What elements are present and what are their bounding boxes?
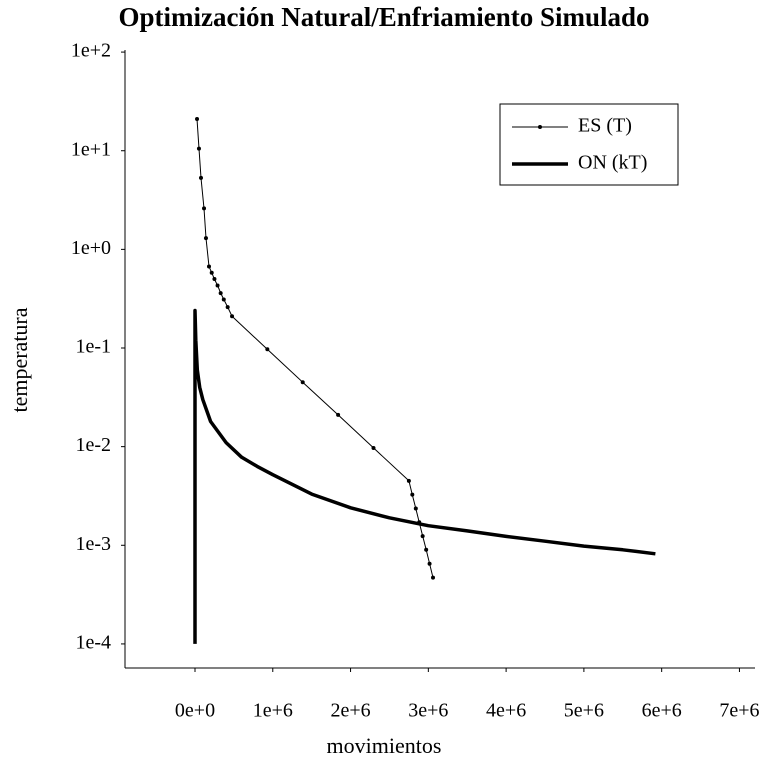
y-tick-label: 1e-4 [75,632,111,654]
point [218,291,223,296]
y-tick-label: 1e-2 [75,434,111,456]
point [410,492,415,497]
series-line [193,308,656,644]
point [195,116,200,121]
point [225,305,230,310]
point [427,561,432,566]
x-tick-label: 7e+6 [719,700,759,722]
point [202,206,207,211]
legend-label: ES (T) [578,115,632,137]
point [198,175,203,180]
y-tick-label: 1e-1 [75,336,111,358]
point [431,575,435,580]
point [215,283,220,288]
y-tick-label: 1e-3 [75,533,111,555]
point [413,506,418,511]
point [336,412,341,417]
x-axis-label: movimientos [327,733,442,758]
point [300,380,305,385]
point [196,146,201,151]
y-tick-label: 1e+2 [71,40,111,62]
x-tick-label: 0e+0 [175,700,215,722]
y-tick-label: 1e+0 [71,237,111,259]
x-tick-label: 2e+6 [330,700,370,722]
chart-title: Optimización Natural/Enfriamiento Simula… [118,2,649,32]
y-axis-label: temperatura [7,307,32,412]
legend-box [499,103,679,186]
x-tick-label: 1e+6 [253,700,293,722]
y-tick-label: 1e+1 [71,138,111,160]
series-line [196,118,434,578]
point [212,277,217,282]
point [221,297,226,302]
x-tick-label: 6e+6 [642,700,682,722]
x-tick-label: 3e+6 [408,700,448,722]
point [207,264,211,269]
x-tick-label: 4e+6 [486,700,526,722]
legend-label: ON (kT) [578,152,647,174]
point [371,445,376,450]
point [203,236,208,241]
point [230,314,235,319]
point [265,347,270,352]
legend-marker [538,125,542,129]
x-tick-label: 5e+6 [564,700,604,722]
point [420,534,425,539]
point [209,270,214,275]
point [424,547,429,552]
point [406,478,411,483]
